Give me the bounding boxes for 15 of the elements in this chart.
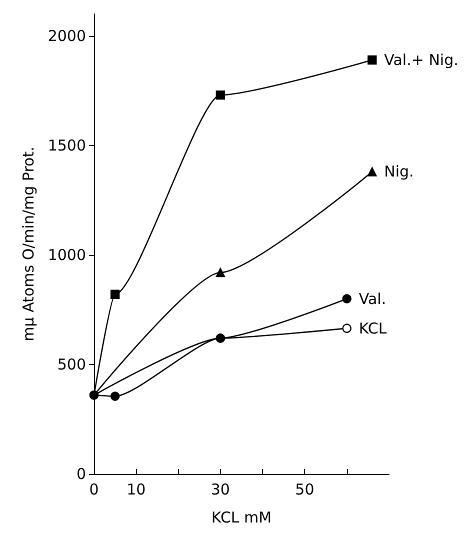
y-axis-title: mμ Atoms O/min/mg Prot. xyxy=(20,146,38,342)
series-label: Val. xyxy=(358,290,386,308)
y-tick-label: 0 xyxy=(76,465,86,483)
y-tick-label: 500 xyxy=(57,355,86,374)
series-label: KCL xyxy=(358,319,388,338)
y-tick-label: 1500 xyxy=(48,136,86,154)
series-label: Nig. xyxy=(384,162,414,181)
y-tick-label: 2000 xyxy=(48,26,86,45)
x-tick-label: 0 xyxy=(89,480,99,498)
x-tick-label: 30 xyxy=(210,480,230,498)
x-tick-label: 50 xyxy=(295,480,314,498)
y-tick-label: 1000 xyxy=(48,246,86,264)
x-tick-label: 10 xyxy=(126,480,146,498)
x-axis-title: KCL mM xyxy=(211,508,272,526)
series-label: Val.+ Nig. xyxy=(384,51,458,69)
